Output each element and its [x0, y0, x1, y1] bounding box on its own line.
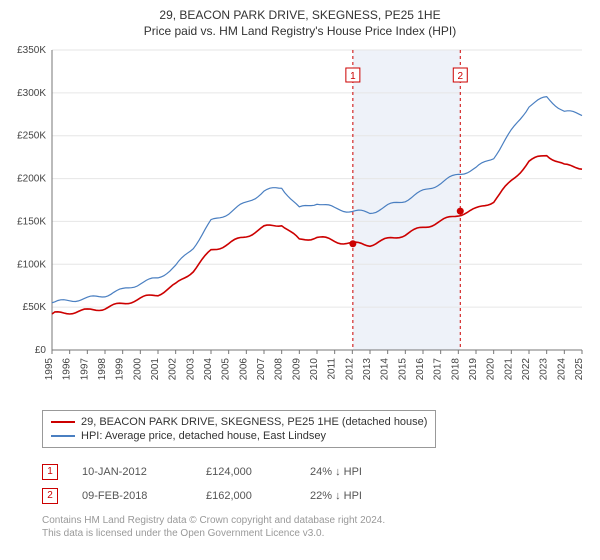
sale-price: £124,000 — [206, 466, 286, 478]
svg-text:2018: 2018 — [450, 358, 461, 381]
svg-text:2001: 2001 — [150, 358, 161, 381]
sale-marker: 2 — [42, 488, 58, 504]
svg-text:2024: 2024 — [556, 358, 567, 381]
svg-text:£100K: £100K — [17, 259, 46, 270]
svg-text:£200K: £200K — [17, 174, 46, 185]
sale-date: 09-FEB-2018 — [82, 490, 182, 502]
svg-text:2014: 2014 — [380, 358, 391, 381]
price-chart: £0 £50K £100K £150K £200K £250K £300K £350K 1995… — [10, 46, 590, 406]
svg-text:£300K: £300K — [17, 88, 46, 99]
sale-marker: 1 — [42, 464, 58, 480]
svg-text:2022: 2022 — [521, 358, 532, 381]
svg-text:2025: 2025 — [574, 358, 585, 381]
legend-item: 29, BEACON PARK DRIVE, SKEGNESS, PE25 1H… — [51, 415, 427, 429]
footer-line: Contains HM Land Registry data © Crown c… — [42, 514, 385, 527]
svg-text:2000: 2000 — [132, 358, 143, 381]
svg-text:2015: 2015 — [397, 358, 408, 381]
legend-item: HPI: Average price, detached house, East… — [51, 429, 427, 443]
svg-text:2005: 2005 — [221, 358, 232, 381]
svg-text:2017: 2017 — [433, 358, 444, 381]
svg-text:2006: 2006 — [238, 358, 249, 381]
svg-text:£0: £0 — [35, 345, 47, 356]
svg-text:2002: 2002 — [168, 358, 179, 381]
svg-text:1998: 1998 — [97, 358, 108, 381]
svg-text:2021: 2021 — [503, 358, 514, 381]
svg-text:£250K: £250K — [17, 131, 46, 142]
sale-row: 2 09-FEB-2018 £162,000 22% ↓ HPI — [42, 484, 572, 508]
sale-date: 10-JAN-2012 — [82, 466, 182, 478]
svg-text:2020: 2020 — [486, 358, 497, 381]
legend-swatch — [51, 435, 75, 437]
sale-row: 1 10-JAN-2012 £124,000 24% ↓ HPI — [42, 460, 572, 484]
legend-label: 29, BEACON PARK DRIVE, SKEGNESS, PE25 1H… — [81, 416, 427, 428]
svg-text:£150K: £150K — [17, 216, 46, 227]
svg-text:1996: 1996 — [62, 358, 73, 381]
page-subtitle: Price paid vs. HM Land Registry's House … — [0, 22, 600, 42]
svg-text:2004: 2004 — [203, 358, 214, 381]
legend: 29, BEACON PARK DRIVE, SKEGNESS, PE25 1H… — [42, 410, 436, 448]
svg-text:2: 2 — [457, 71, 463, 82]
svg-text:1995: 1995 — [44, 358, 55, 381]
svg-text:1: 1 — [350, 71, 356, 82]
svg-text:2008: 2008 — [274, 358, 285, 381]
svg-text:1997: 1997 — [79, 358, 90, 381]
legend-label: HPI: Average price, detached house, East… — [81, 430, 326, 442]
svg-text:2011: 2011 — [327, 358, 338, 380]
svg-text:2003: 2003 — [185, 358, 196, 381]
svg-text:2010: 2010 — [309, 358, 320, 381]
svg-text:2016: 2016 — [415, 358, 426, 381]
page-title: 29, BEACON PARK DRIVE, SKEGNESS, PE25 1H… — [0, 0, 600, 22]
svg-text:2013: 2013 — [362, 358, 373, 381]
legend-swatch — [51, 421, 75, 423]
sale-delta: 22% ↓ HPI — [310, 490, 410, 502]
svg-text:2009: 2009 — [291, 358, 302, 381]
svg-text:2007: 2007 — [256, 358, 267, 381]
svg-text:2012: 2012 — [344, 358, 355, 381]
svg-text:1999: 1999 — [115, 358, 126, 381]
sale-price: £162,000 — [206, 490, 286, 502]
sale-delta: 24% ↓ HPI — [310, 466, 410, 478]
sales-table: 1 10-JAN-2012 £124,000 24% ↓ HPI 2 09-FEB-201… — [42, 460, 572, 508]
svg-text:2023: 2023 — [539, 358, 550, 381]
svg-text:£350K: £350K — [17, 46, 46, 56]
footer-attribution: Contains HM Land Registry data © Crown c… — [42, 514, 385, 540]
svg-text:£50K: £50K — [23, 302, 47, 313]
svg-text:2019: 2019 — [468, 358, 479, 381]
footer-line: This data is licensed under the Open Gov… — [42, 527, 385, 540]
